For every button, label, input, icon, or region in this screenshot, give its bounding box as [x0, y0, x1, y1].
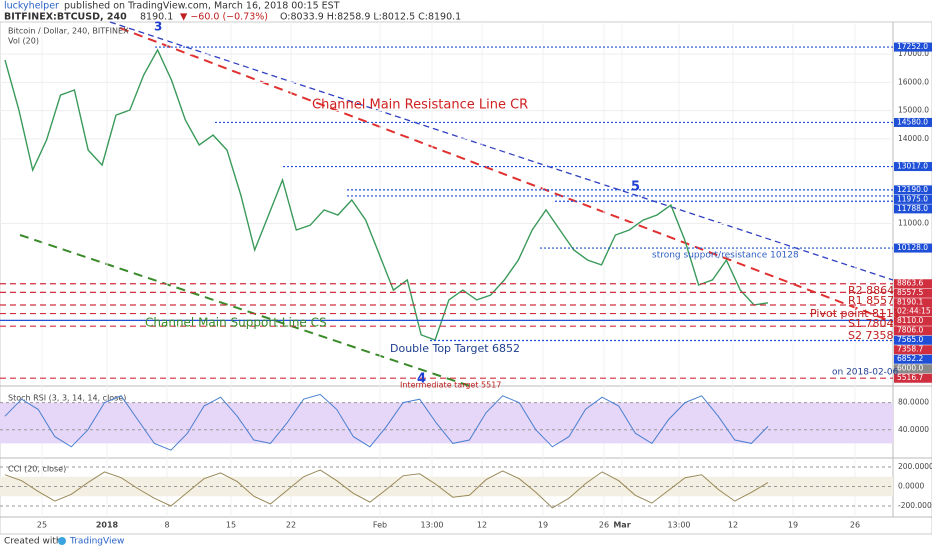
countdown: 02:44:15	[897, 307, 931, 316]
level-tag-label: 7358.7	[897, 345, 923, 354]
price-line	[4, 393, 769, 451]
annotation: S2 7358	[848, 329, 893, 342]
y-tick-label: 16000.0	[898, 77, 929, 86]
time-label: 12	[477, 521, 487, 530]
upper-trend-line	[109, 21, 894, 281]
y-tick-label: 80.0000	[898, 398, 929, 407]
level-tag-label: 7806.0	[897, 326, 923, 335]
level-tag-label: 8110.0	[897, 316, 923, 325]
level-tag-label: 13017.0	[897, 162, 928, 171]
annotation: Channel Main Support Line CS	[145, 316, 327, 330]
author[interactable]: luckyhelper	[4, 1, 59, 12]
level-tag-label: 5516.7	[897, 373, 923, 382]
level-tag	[894, 354, 932, 364]
level-tag	[894, 194, 932, 204]
support-channel-line	[19, 234, 471, 387]
level-tag-label: 6852.2	[897, 354, 923, 363]
time-label: 19	[788, 521, 798, 530]
annotation: Channel Main Resistance Line CR	[312, 98, 528, 113]
level-tag	[894, 316, 932, 326]
level-tag-label: 12190.0	[897, 185, 928, 194]
y-tick-label: -200.0000	[898, 501, 932, 510]
published: published on TradingView.com, March 16, …	[64, 1, 340, 12]
price-line	[4, 469, 769, 509]
indicator-band	[0, 402, 893, 444]
annotation: strong support/resistance 10128	[652, 251, 799, 261]
level-tag	[894, 345, 932, 355]
time-label: Feb	[373, 521, 387, 530]
level-tag	[894, 162, 932, 172]
level-tag-label: 11975.0	[897, 194, 928, 203]
level-tag	[894, 288, 932, 298]
time-label: 13:00	[667, 521, 690, 530]
level-tag	[894, 117, 932, 127]
brand-logo	[58, 537, 66, 545]
pane-title: Bitcoin / Dollar, 240, BITFINEX	[8, 27, 129, 36]
level-tag	[894, 185, 932, 195]
time-label: 25	[37, 521, 47, 530]
y-tick-label: 14000.0	[898, 134, 929, 143]
level-tag-label: 11788.0	[897, 204, 928, 213]
footer-brand[interactable]: TradingView	[69, 537, 124, 547]
level-tag	[894, 243, 932, 253]
level-tag-label: 14580.0	[897, 117, 928, 126]
level-tag	[894, 298, 932, 308]
time-label: 26	[599, 521, 609, 530]
time-label: 13:00	[420, 521, 443, 530]
time-label: 22	[286, 521, 296, 530]
time-label: 19	[538, 521, 548, 530]
level-tag-label: 10128.0	[897, 243, 928, 252]
frame	[0, 21, 932, 535]
resistance-channel-line	[119, 27, 894, 323]
annotation: 5	[631, 180, 640, 195]
level-tag	[894, 373, 932, 383]
footer-created: Created with	[4, 537, 62, 547]
level-tag-label: 8863.6	[897, 279, 923, 288]
level-tag	[894, 364, 932, 374]
y-tick-label: 11000.0	[898, 218, 929, 227]
annotation: 3	[154, 20, 162, 34]
level-tag-label: 17252.0	[897, 42, 928, 51]
time-label: Mar	[613, 521, 630, 530]
level-tag-label: 8557.5	[897, 288, 923, 297]
y-tick-label: 200.0000	[898, 462, 932, 471]
annotation: 4	[417, 372, 426, 387]
y-tick-label: 40.0000	[898, 425, 929, 434]
level-tag	[894, 279, 932, 289]
time-label: 2018	[96, 521, 119, 530]
annotation: Pivot point 8111	[810, 307, 900, 320]
time-label: 26	[850, 521, 860, 530]
annotation: S1 7804	[848, 317, 893, 330]
annotation: R1 8557	[848, 294, 894, 307]
time-label: 8	[164, 521, 169, 530]
pane-title: CCI (20, close)	[8, 465, 66, 474]
annotation: on 2018-02-06	[832, 368, 899, 378]
countdown-bg	[894, 307, 932, 317]
y-tick-label: 17000.0	[898, 49, 929, 58]
level-tag-label: 8190.1	[897, 298, 923, 307]
ohlc: O:8033.9 H:8258.9 L:8012.5 C:8190.1	[280, 12, 461, 23]
annotation: Double Top Target 6852	[390, 342, 520, 355]
annotation: R2 8864	[848, 284, 894, 297]
level-tag	[894, 204, 932, 214]
level-tag-label: 6000.0	[897, 364, 923, 373]
volume-label: Vol (20)	[8, 37, 39, 46]
change: ▼ −60.0 (−0.73%)	[180, 12, 268, 23]
y-tick-label: 0.0000	[898, 482, 924, 491]
level-tag	[894, 335, 932, 345]
pane-title: Stoch RSI (3, 3, 14, 14, close)	[8, 394, 126, 403]
y-tick-label: 15000.0	[898, 106, 929, 115]
level-tag	[894, 326, 932, 336]
level-tag-label: 7565.0	[897, 335, 923, 344]
time-label: 12	[728, 521, 738, 530]
level-tag	[894, 42, 932, 52]
last-price: 8190.1	[140, 12, 173, 23]
annotation: Intermediate target 5517	[400, 381, 501, 390]
time-label: 15	[226, 521, 236, 530]
price-line	[4, 48, 769, 341]
symbol: BITFINEX:BTCUSD, 240	[4, 12, 127, 23]
